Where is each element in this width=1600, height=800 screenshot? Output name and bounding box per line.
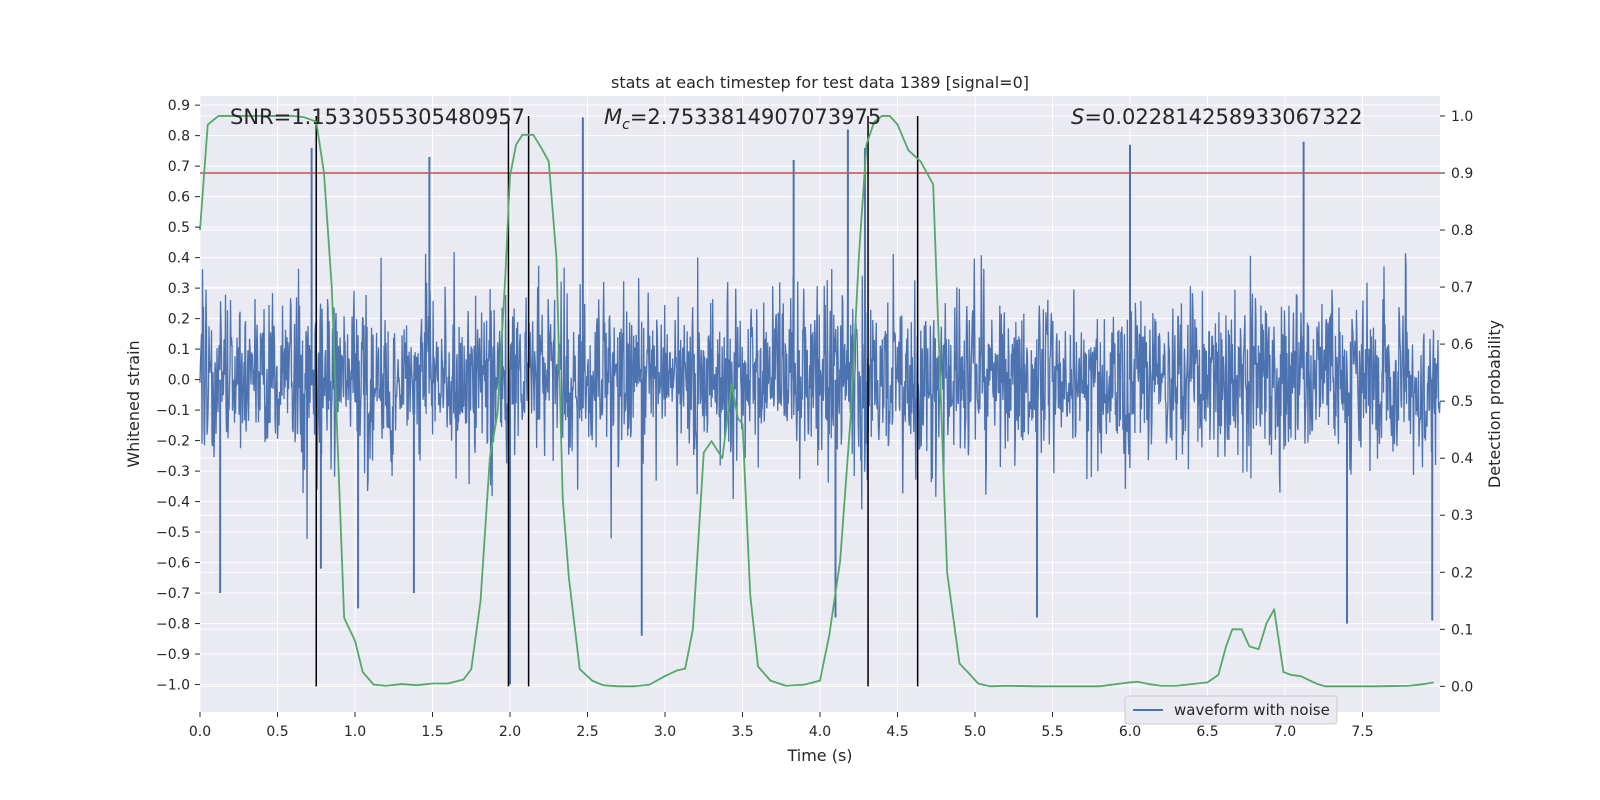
- y-right-tick-label: 0.7: [1451, 280, 1473, 296]
- x-tick-label: 6.5: [1196, 724, 1218, 740]
- x-axis-label: Time (s): [786, 746, 852, 765]
- x-tick-label: 7.0: [1274, 724, 1296, 740]
- legend-label: waveform with noise: [1174, 701, 1330, 719]
- x-tick-label: 1.5: [421, 724, 443, 740]
- x-tick-label: 2.5: [576, 724, 598, 740]
- y-right-tick-label: 0.6: [1451, 337, 1473, 353]
- x-tick-label: 7.5: [1351, 724, 1373, 740]
- detection-probability-line: [199, 115, 1434, 688]
- x-tick-label: 5.0: [964, 724, 986, 740]
- y-tick-label: −0.5: [156, 525, 190, 541]
- waveform-series: [199, 117, 1441, 685]
- y-right-tick-label: 0.9: [1451, 166, 1473, 182]
- snr-annotation: SNR=1.1533055305480957: [230, 105, 525, 129]
- y-axis-right-label: Detection probability: [1485, 320, 1504, 488]
- y-axis-right-ticks: 1.0 0.9 0.8 0.7 0.6 0.5 0.4 0.3 0.2 0.1 0.0: [1440, 109, 1473, 695]
- y-tick-label: 0.8: [168, 129, 190, 145]
- y-tick-label: −1.0: [156, 678, 190, 694]
- x-tick-label: 5.5: [1041, 724, 1063, 740]
- y-tick-label: −0.2: [156, 434, 190, 450]
- y-tick-label: 0.4: [168, 251, 190, 267]
- x-tick-label: 0.5: [266, 724, 288, 740]
- y-right-tick-label: 0.4: [1451, 451, 1473, 467]
- x-tick-label: 3.0: [654, 724, 676, 740]
- y-right-tick-label: 0.0: [1451, 679, 1473, 695]
- y-axis-label: Whitened strain: [124, 340, 143, 467]
- y-tick-label: 0.7: [168, 159, 190, 175]
- x-tick-label: 2.0: [499, 724, 521, 740]
- y-tick-label: −0.4: [156, 495, 190, 511]
- y-tick-label: 0.9: [168, 98, 190, 114]
- x-tick-label: 0.0: [189, 724, 211, 740]
- y-tick-label: −0.7: [156, 586, 190, 602]
- y-right-tick-label: 1.0: [1451, 109, 1473, 125]
- y-right-tick-label: 0.3: [1451, 508, 1473, 524]
- x-tick-label: 4.0: [809, 724, 831, 740]
- y-tick-label: −0.9: [156, 647, 190, 663]
- y-tick-label: 0.6: [168, 190, 190, 206]
- x-tick-label: 6.0: [1119, 724, 1141, 740]
- chirp-mass-annotation: Mc=2.7533814907073975: [604, 105, 881, 133]
- y-tick-label: −0.1: [156, 403, 190, 419]
- waveform-line: [199, 252, 1441, 539]
- y-tick-label: 0.5: [168, 220, 190, 236]
- s-annotation: S=0.022814258933067322: [1071, 105, 1362, 129]
- y-tick-label: 0.3: [168, 281, 190, 297]
- y-tick-label: 0.0: [168, 373, 190, 389]
- legend: waveform with noise: [1124, 695, 1338, 725]
- y-tick-label: 0.1: [168, 342, 190, 358]
- y-tick-label: −0.8: [156, 617, 190, 633]
- marker-lines: [315, 115, 919, 687]
- chart-title: stats at each timestep for test data 138…: [611, 73, 1029, 92]
- detection-probability-series: [199, 115, 1434, 688]
- x-tick-label: 1.0: [344, 724, 366, 740]
- y-tick-label: −0.6: [156, 556, 190, 572]
- y-axis-left-ticks: 0.9 0.8 0.7 0.6 0.5 0.4 0.3 0.2 0.1 0.0 −0.1 −0.2 −0…: [156, 98, 200, 694]
- y-right-tick-label: 0.5: [1451, 394, 1473, 410]
- x-tick-label: 4.5: [886, 724, 908, 740]
- legend-box: [1124, 695, 1338, 725]
- y-right-tick-label: 0.8: [1451, 223, 1473, 239]
- y-tick-label: 0.2: [168, 312, 190, 328]
- x-axis-ticks: 0.0 0.5 1.0 1.5 2.0 2.5 3.0 3.5 4.0 4.5 5.0 5.5 6.0 6…: [189, 712, 1374, 740]
- y-right-tick-label: 0.1: [1451, 622, 1473, 638]
- y-right-tick-label: 0.2: [1451, 565, 1473, 581]
- x-tick-label: 3.5: [731, 724, 753, 740]
- y-tick-label: −0.3: [156, 464, 190, 480]
